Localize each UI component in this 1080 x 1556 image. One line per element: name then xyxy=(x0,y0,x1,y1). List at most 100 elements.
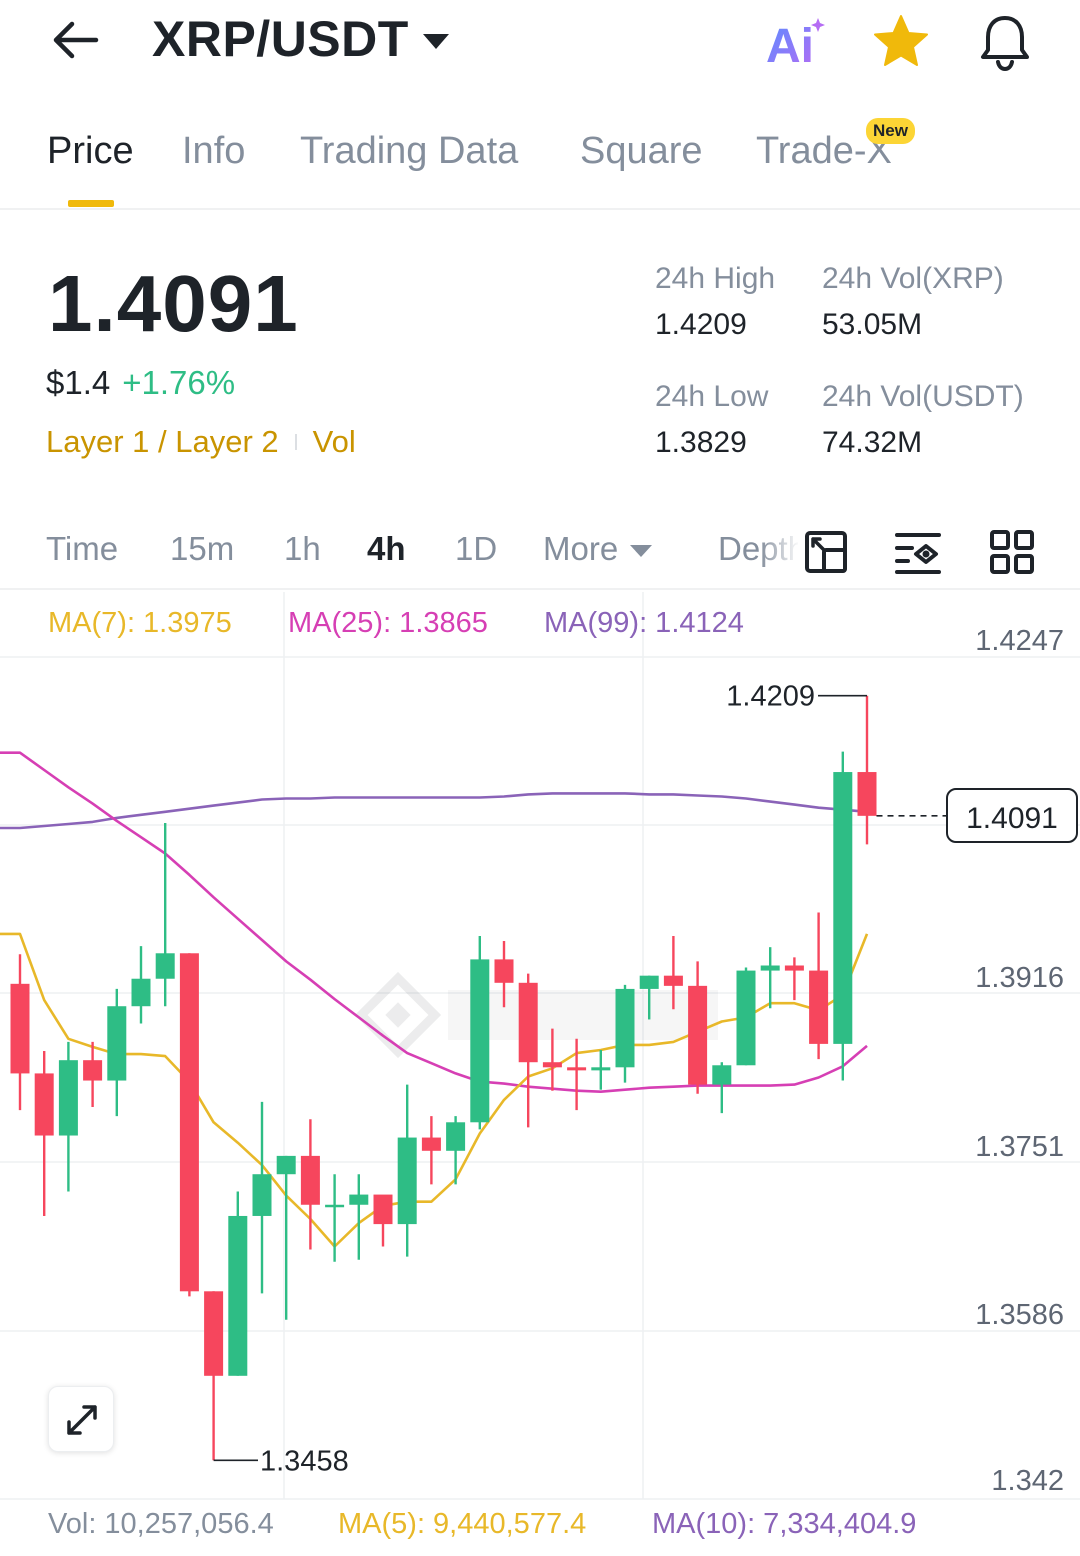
volume-ma10-label: MA(10): 7,334,404.9 xyxy=(652,1508,916,1540)
candle-down xyxy=(518,982,538,1063)
ma25-label: MA(25): 1.3865 xyxy=(288,607,488,639)
candle-up xyxy=(470,959,490,1123)
last-price-tag: 1.4091 xyxy=(946,788,1078,843)
expand-arrows-icon xyxy=(67,1405,97,1435)
price-change: +1.76% xyxy=(122,364,236,401)
interval-time[interactable]: Time xyxy=(46,530,119,567)
fade-overlay xyxy=(760,520,800,588)
candle-up xyxy=(228,1215,248,1376)
vol-base-value: 53.05M xyxy=(822,308,923,341)
high-label: 24h High xyxy=(655,262,776,295)
interval-bar: Time 15m 1h 4h 1D More Depth xyxy=(0,520,1080,590)
ma99-line xyxy=(0,792,868,830)
candle-down xyxy=(204,1291,224,1376)
candle-up xyxy=(712,1065,732,1085)
last-price: 1.4091 xyxy=(48,259,299,348)
tab-price[interactable]: Price xyxy=(47,130,134,172)
vol-quote-label: 24h Vol(USDT) xyxy=(822,380,1024,413)
candle-up xyxy=(397,1137,417,1225)
chart-markers: 1.4209 1.3458 xyxy=(213,681,947,1477)
interval-1d[interactable]: 1D xyxy=(455,530,498,567)
candle-up xyxy=(591,1067,611,1071)
candle-down xyxy=(688,985,708,1085)
indicator-settings-icon[interactable] xyxy=(892,526,944,578)
price-axis-tick: 1.3751 xyxy=(975,1131,1064,1163)
candle-up xyxy=(615,988,635,1068)
candle-up xyxy=(155,953,175,979)
candle-up xyxy=(131,978,151,1007)
grid-layout-icon[interactable] xyxy=(986,526,1038,578)
volume-ma5-label: MA(5): 9,440,577.4 xyxy=(338,1508,586,1540)
candle-down xyxy=(10,983,30,1074)
pair-name: XRP/USDT xyxy=(152,11,409,67)
candle-down xyxy=(373,1194,393,1225)
volume-label: Vol: 10,257,056.4 xyxy=(48,1508,274,1540)
candle-up xyxy=(325,1204,345,1208)
interval-4h[interactable]: 4h xyxy=(367,530,406,567)
favorite-star-icon[interactable] xyxy=(870,12,932,72)
fullscreen-chart-icon[interactable] xyxy=(800,526,852,578)
candle-down xyxy=(179,953,199,1292)
candle-down xyxy=(663,975,683,986)
interval-15m[interactable]: 15m xyxy=(170,530,235,567)
tab-trading-data[interactable]: Trading Data xyxy=(300,130,519,172)
candlestick-chart[interactable]: MA(7): 1.3975 MA(25): 1.3865 MA(99): 1.4… xyxy=(0,592,1080,1556)
caret-down-icon xyxy=(422,33,449,49)
bell-icon[interactable] xyxy=(974,12,1036,72)
price-axis-tick: 1.342 xyxy=(991,1465,1064,1497)
tab-square[interactable]: Square xyxy=(580,130,703,172)
candle-down xyxy=(857,772,877,816)
price-usd-row: $1.4 +1.76% xyxy=(46,364,235,402)
high-marker-label: 1.4209 xyxy=(726,681,815,713)
chart-grid xyxy=(0,592,1080,1500)
candle-up xyxy=(833,772,853,1044)
high-value: 1.4209 xyxy=(655,308,747,341)
interval-more[interactable]: More xyxy=(543,530,653,568)
tag-row: Layer 1 / Layer 2 Vol xyxy=(46,424,356,460)
candle-up xyxy=(446,1122,466,1151)
candle-down xyxy=(300,1155,320,1205)
candle-down xyxy=(494,959,514,983)
ma99-label: MA(99): 1.4124 xyxy=(544,607,744,639)
candle-up xyxy=(58,1060,78,1136)
back-arrow-icon[interactable] xyxy=(46,14,104,66)
candles xyxy=(10,695,877,1461)
more-label: More xyxy=(543,530,619,567)
candle-up xyxy=(276,1155,296,1175)
candle-up xyxy=(736,970,756,1066)
low-marker-label: 1.3458 xyxy=(260,1445,349,1477)
candle-up xyxy=(639,975,659,989)
candle-up xyxy=(349,1194,369,1205)
candle-down xyxy=(784,965,804,971)
candle-up xyxy=(107,1006,127,1081)
expand-chart-button[interactable] xyxy=(48,1386,114,1452)
price-axis-tick: 1.3586 xyxy=(975,1299,1064,1331)
new-badge: New xyxy=(866,118,915,144)
svg-text:Ai: Ai xyxy=(766,20,814,72)
candle-down xyxy=(83,1060,103,1081)
category-tag[interactable]: Layer 1 / Layer 2 xyxy=(46,424,279,459)
interval-1h[interactable]: 1h xyxy=(284,530,321,567)
candle-down xyxy=(809,970,829,1044)
price-axis-tick: 1.3916 xyxy=(975,962,1064,994)
candle-down xyxy=(567,1067,587,1071)
tag-divider xyxy=(294,434,297,450)
vol-tag[interactable]: Vol xyxy=(312,424,356,459)
low-label: 24h Low xyxy=(655,380,769,413)
caret-down-icon xyxy=(630,545,653,558)
vol-quote-value: 74.32M xyxy=(822,426,923,459)
candle-up xyxy=(252,1174,272,1216)
binance-watermark xyxy=(354,971,718,1059)
ai-assistant-icon[interactable]: Ai xyxy=(764,12,826,72)
last-price-label: 1.4091 xyxy=(966,802,1058,835)
ma7-line xyxy=(0,932,869,1248)
pair-selector[interactable]: XRP/USDT xyxy=(152,10,449,68)
tab-info[interactable]: Info xyxy=(182,130,246,172)
tab-bar: Price Info Trading Data Square Trade-X xyxy=(0,118,1080,210)
ma7-label: MA(7): 1.3975 xyxy=(48,607,232,639)
low-value: 1.3829 xyxy=(655,426,747,459)
price-axis-tick: 1.4247 xyxy=(975,625,1064,657)
active-tab-indicator xyxy=(68,200,114,207)
candle-down xyxy=(421,1137,441,1151)
vol-base-label: 24h Vol(XRP) xyxy=(822,262,1004,295)
